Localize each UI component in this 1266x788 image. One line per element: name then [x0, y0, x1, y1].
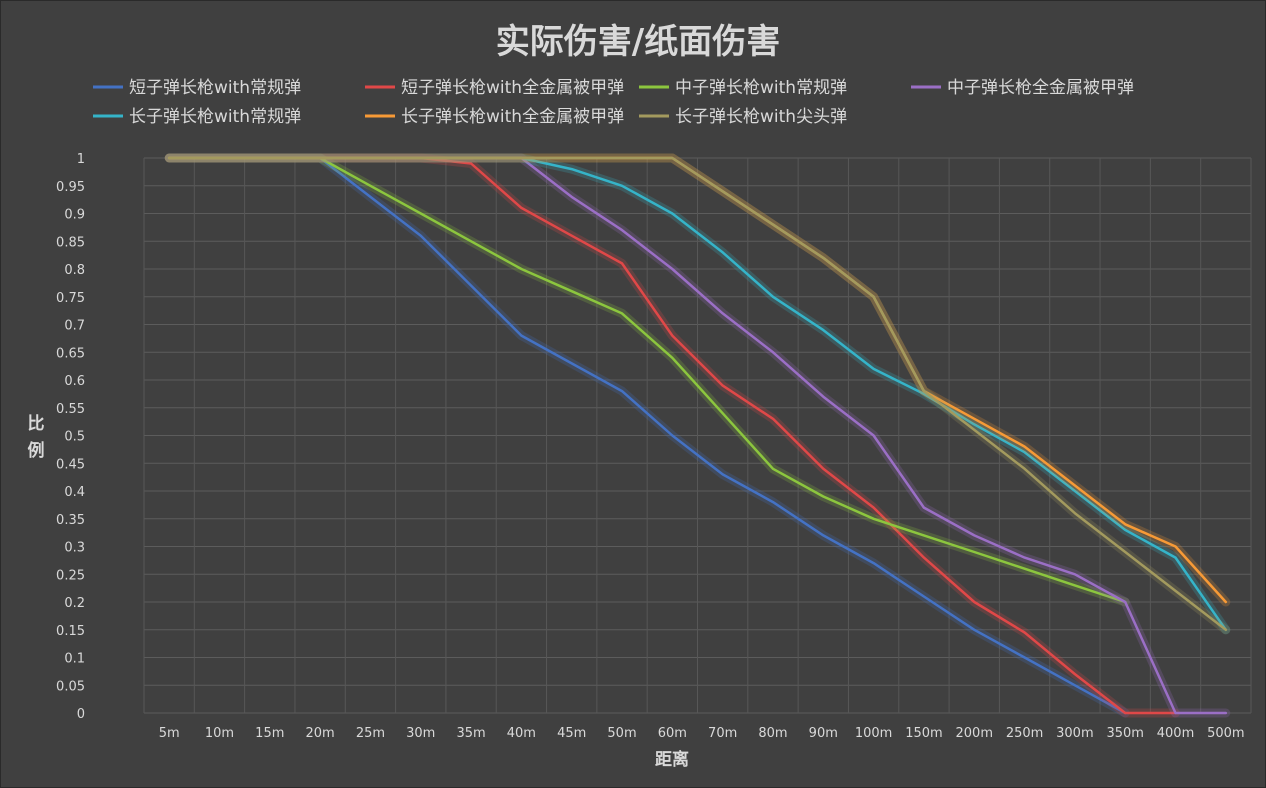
- y-tick-label: 0.7: [64, 319, 85, 334]
- y-tick-label: 0.15: [56, 624, 85, 639]
- x-tick-label: 150m: [905, 726, 942, 741]
- legend-entry: 长子弹长枪with常规弹: [129, 107, 301, 127]
- y-tick-label: 0.9: [64, 208, 85, 223]
- y-tick-label: 0.75: [56, 291, 85, 306]
- y-tick-label: 0.95: [56, 180, 85, 195]
- x-tick-label: 100m: [855, 726, 892, 741]
- x-tick-label: 35m: [456, 726, 485, 741]
- y-tick-label: 0.45: [56, 457, 85, 472]
- y-tick-label: 0.2: [64, 596, 85, 611]
- y-tick-label: 1: [77, 152, 85, 167]
- axes: 0 0.05 0.1 0.15 0.2 0.25 0.3 0.35 0.4 0.45 0.5 0.55…: [56, 152, 1245, 741]
- x-tick-label: 90m: [809, 726, 838, 741]
- legend-entry: 中子弹长枪with常规弹: [675, 78, 847, 98]
- x-tick-label: 50m: [607, 726, 636, 741]
- x-tick-label: 350m: [1106, 726, 1143, 741]
- y-tick-label: 0.8: [64, 263, 85, 278]
- x-tick-label: 15m: [255, 726, 284, 741]
- series-group: [164, 153, 1231, 718]
- x-tick-label: 5m: [159, 726, 180, 741]
- x-tick-label: 45m: [557, 726, 586, 741]
- legend-entry: 短子弹长枪with全金属被甲弹: [401, 78, 624, 98]
- series-line: [167, 156, 1228, 632]
- x-tick-label: 250m: [1006, 726, 1043, 741]
- x-tick-label: 60m: [658, 726, 687, 741]
- x-tick-label: 500m: [1207, 726, 1244, 741]
- x-tick-label: 20m: [306, 726, 335, 741]
- y-tick-label: 0.55: [56, 402, 85, 417]
- y-tick-label: 0.05: [56, 679, 85, 694]
- chart-title: 实际伤害/纸面伤害: [496, 22, 780, 62]
- y-tick-label: 0.85: [56, 235, 85, 250]
- legend-entry: 长子弹长枪with全金属被甲弹: [401, 107, 624, 127]
- y-tick-label: 0.25: [56, 568, 85, 583]
- x-tick-label: 70m: [708, 726, 737, 741]
- y-tick-label: 0.6: [64, 374, 85, 389]
- series-line: [167, 156, 1127, 604]
- x-axis-title: 距离: [655, 749, 689, 770]
- legend: 短子弹长枪with常规弹 短子弹长枪with全金属被甲弹 中子弹长枪with常规弹 中…: [93, 78, 1134, 127]
- y-axis-title-part-1: 比: [28, 413, 45, 434]
- x-tick-label: 400m: [1157, 726, 1194, 741]
- y-tick-label: 0: [77, 707, 85, 722]
- y-tick-label: 0.65: [56, 346, 85, 361]
- x-tick-label: 10m: [205, 726, 234, 741]
- legend-entry: 中子弹长枪全金属被甲弹: [947, 78, 1134, 98]
- y-tick-label: 0.1: [64, 652, 85, 667]
- x-tick-label: 40m: [507, 726, 536, 741]
- y-tick-label: 0.4: [64, 485, 85, 500]
- x-tick-label: 30m: [406, 726, 435, 741]
- legend-entry: 长子弹长枪with尖头弹: [675, 107, 847, 127]
- y-tick-label: 0.5: [64, 430, 85, 445]
- y-tick-label: 0.35: [56, 513, 85, 528]
- x-tick-label: 200m: [956, 726, 993, 741]
- grid: [143, 157, 1252, 714]
- y-axis-title-part-2: 例: [28, 440, 45, 461]
- x-tick-label: 300m: [1056, 726, 1093, 741]
- series-line: [167, 156, 1127, 715]
- x-tick-label: 80m: [758, 726, 787, 741]
- y-tick-label: 0.3: [64, 541, 85, 556]
- x-tick-label: 25m: [356, 726, 385, 741]
- legend-entry: 短子弹长枪with常规弹: [129, 78, 301, 98]
